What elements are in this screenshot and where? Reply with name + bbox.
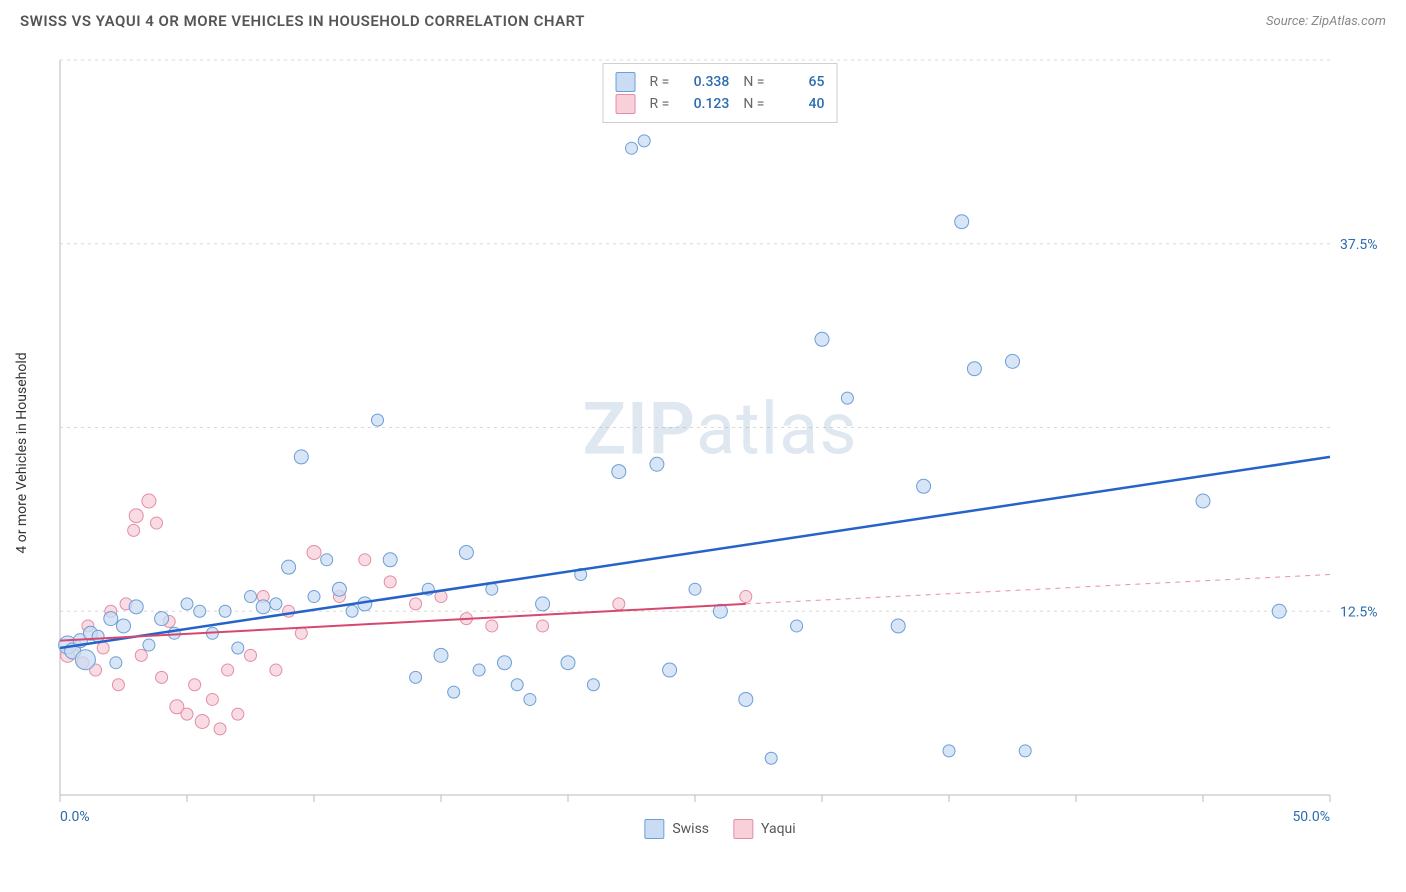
r-label: R = (650, 96, 670, 112)
legend-item-swiss: Swiss (644, 819, 709, 839)
svg-text:50.0%: 50.0% (1292, 809, 1330, 825)
legend-item-yaqui: Yaqui (733, 819, 796, 839)
r-label: R = (650, 74, 670, 90)
svg-text:37.5%: 37.5% (1340, 237, 1378, 253)
yaqui-swatch-icon (733, 819, 753, 839)
swiss-label: Swiss (672, 821, 709, 837)
swiss-swatch-icon (644, 819, 664, 839)
scatter-plot: 12.5% 37.5% 0.0% 50.0% (50, 55, 1390, 835)
legend-row-yaqui: R = 0.123 N = 40 (616, 94, 825, 114)
legend-row-swiss: R = 0.338 N = 65 (616, 72, 825, 92)
swiss-r-value: 0.338 (679, 74, 729, 90)
source-label: Source: ZipAtlas.com (1266, 14, 1386, 29)
header: SWISS VS YAQUI 4 OR MORE VEHICLES IN HOU… (0, 0, 1406, 38)
yaqui-swatch-icon (616, 94, 636, 114)
chart-title: SWISS VS YAQUI 4 OR MORE VEHICLES IN HOU… (20, 12, 585, 30)
svg-text:12.5%: 12.5% (1340, 604, 1378, 620)
yaqui-label: Yaqui (761, 821, 796, 837)
yaqui-n-value: 40 (774, 96, 824, 112)
swiss-swatch-icon (616, 72, 636, 92)
yaqui-r-value: 0.123 (679, 96, 729, 112)
series-legend: Swiss Yaqui (644, 819, 795, 839)
correlation-legend: R = 0.338 N = 65 R = 0.123 N = 40 (603, 63, 838, 123)
n-label: N = (743, 96, 764, 112)
y-axis-label: 4 or more Vehicles in Household (14, 352, 30, 553)
n-label: N = (743, 74, 764, 90)
swiss-n-value: 65 (774, 74, 824, 90)
chart-area: 4 or more Vehicles in Household ZIPatlas… (50, 55, 1390, 835)
svg-text:0.0%: 0.0% (60, 809, 90, 825)
